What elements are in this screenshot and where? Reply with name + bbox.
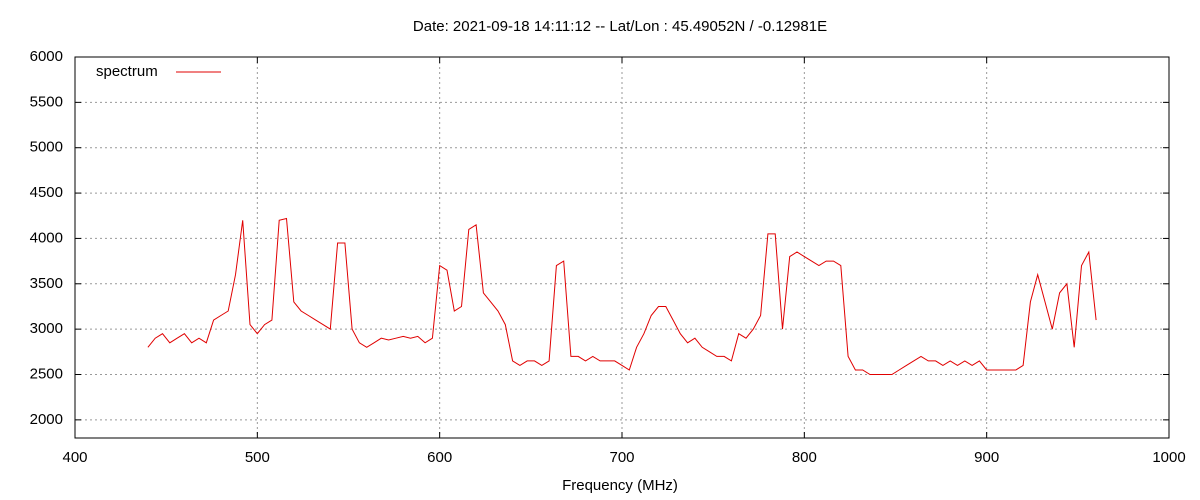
y-tick-label: 6000 [30,48,63,65]
legend-label: spectrum [96,63,158,80]
x-tick-label: 600 [427,449,452,466]
x-axis-label: Frequency (MHz) [562,477,678,494]
x-tick-label: 1000 [1152,449,1185,466]
y-tick-label: 4500 [30,184,63,201]
y-tick-label: 5500 [30,93,63,110]
chart-title: Date: 2021-09-18 14:11:12 -- Lat/Lon : 4… [413,18,827,35]
y-tick-label: 3000 [30,320,63,337]
spectrum-line [147,217,1097,375]
y-tick-label: 5000 [30,139,63,156]
x-tick-label: 800 [792,449,817,466]
x-tick-label: 400 [62,449,87,466]
y-tick-label: 2000 [30,411,63,428]
y-tick-label: 3500 [30,275,63,292]
x-tick-label: 900 [974,449,999,466]
x-tick-label: 500 [245,449,270,466]
x-tick-label: 700 [609,449,634,466]
y-tick-label: 2500 [30,365,63,382]
y-tick-label: 4000 [30,229,63,246]
